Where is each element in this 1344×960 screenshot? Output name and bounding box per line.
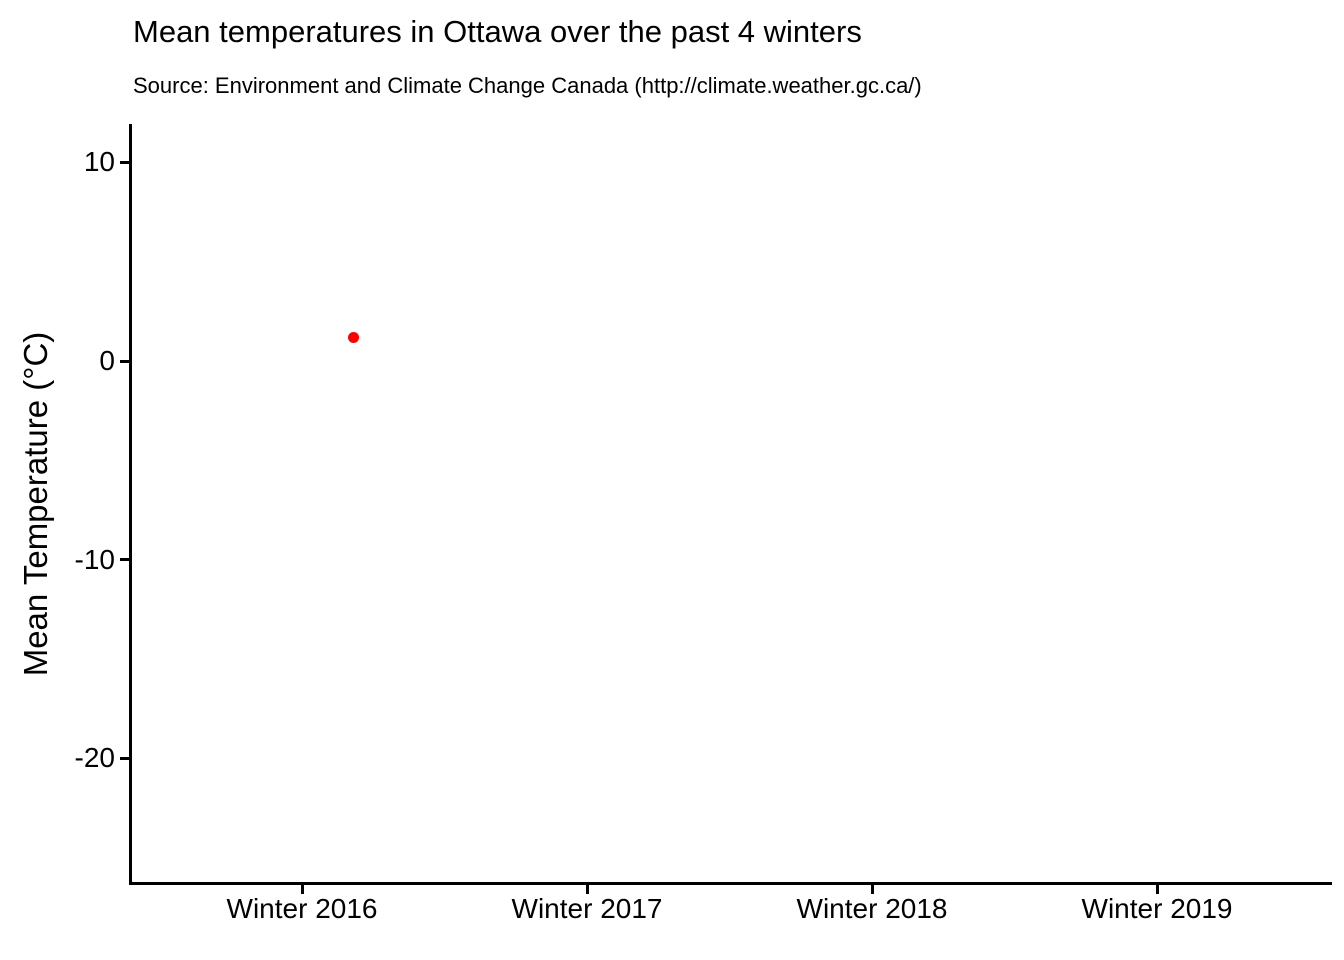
x-tick-label: Winter 2016: [226, 893, 378, 924]
x-tick-mark: [300, 885, 304, 894]
chart-title: Mean temperatures in Ottawa over the pas…: [133, 14, 862, 49]
x-axis-line: [129, 882, 1332, 885]
x-tick-mark: [585, 885, 589, 894]
y-tick-mark: [120, 756, 129, 760]
x-tick-label: Winter 2017: [511, 893, 663, 924]
y-axis-title: Mean Temperature (°C): [17, 331, 54, 677]
y-tick-label: 10: [83, 146, 115, 178]
scatter-point: [347, 331, 359, 343]
x-tick-mark: [870, 885, 874, 894]
chart-subtitle: Source: Environment and Climate Change C…: [133, 73, 922, 98]
x-tick-label: Winter 2019: [1081, 893, 1233, 924]
y-tick-label: -20: [74, 742, 115, 774]
y-tick-label: -10: [74, 543, 115, 575]
y-tick-mark: [120, 558, 129, 562]
x-tick-label: Winter 2018: [796, 893, 948, 924]
y-tick-mark: [120, 359, 129, 363]
y-axis-line: [129, 124, 132, 885]
y-tick-mark: [120, 160, 129, 164]
y-tick-label: 0: [99, 345, 115, 376]
x-tick-mark: [1155, 885, 1159, 894]
